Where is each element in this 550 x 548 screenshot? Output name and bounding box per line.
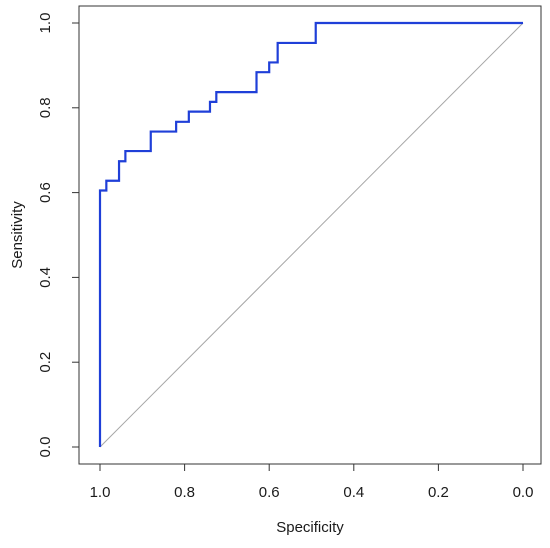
x-tick-label: 0.0 — [513, 484, 534, 501]
roc-curve-line — [98, 21, 523, 447]
y-axis-label: Sensitivity — [9, 201, 26, 269]
x-tick-label: 0.2 — [428, 484, 449, 501]
x-axis-label: Specificity — [276, 519, 344, 536]
y-tick-label: 0.6 — [37, 182, 54, 203]
y-tick-label: 0.8 — [37, 97, 54, 118]
y-tick-label: 0.4 — [37, 267, 54, 288]
reference-line-layer — [99, 22, 524, 448]
y-tick-label: 0.2 — [37, 352, 54, 373]
reference-diagonal-line — [99, 22, 524, 448]
y-tick-label: 0.0 — [37, 437, 54, 458]
x-tick-label: 0.6 — [259, 484, 280, 501]
x-axis: 1.0 0.8 0.6 0.4 0.2 0.0 — [90, 463, 534, 501]
x-tick-label: 0.4 — [343, 484, 364, 501]
y-axis: 0.0 0.2 0.4 0.6 0.8 1.0 — [37, 13, 80, 458]
series-layer — [98, 21, 523, 447]
x-tick-label: 0.8 — [174, 484, 195, 501]
x-tick-label: 1.0 — [90, 484, 111, 501]
y-tick-label: 1.0 — [37, 13, 54, 34]
